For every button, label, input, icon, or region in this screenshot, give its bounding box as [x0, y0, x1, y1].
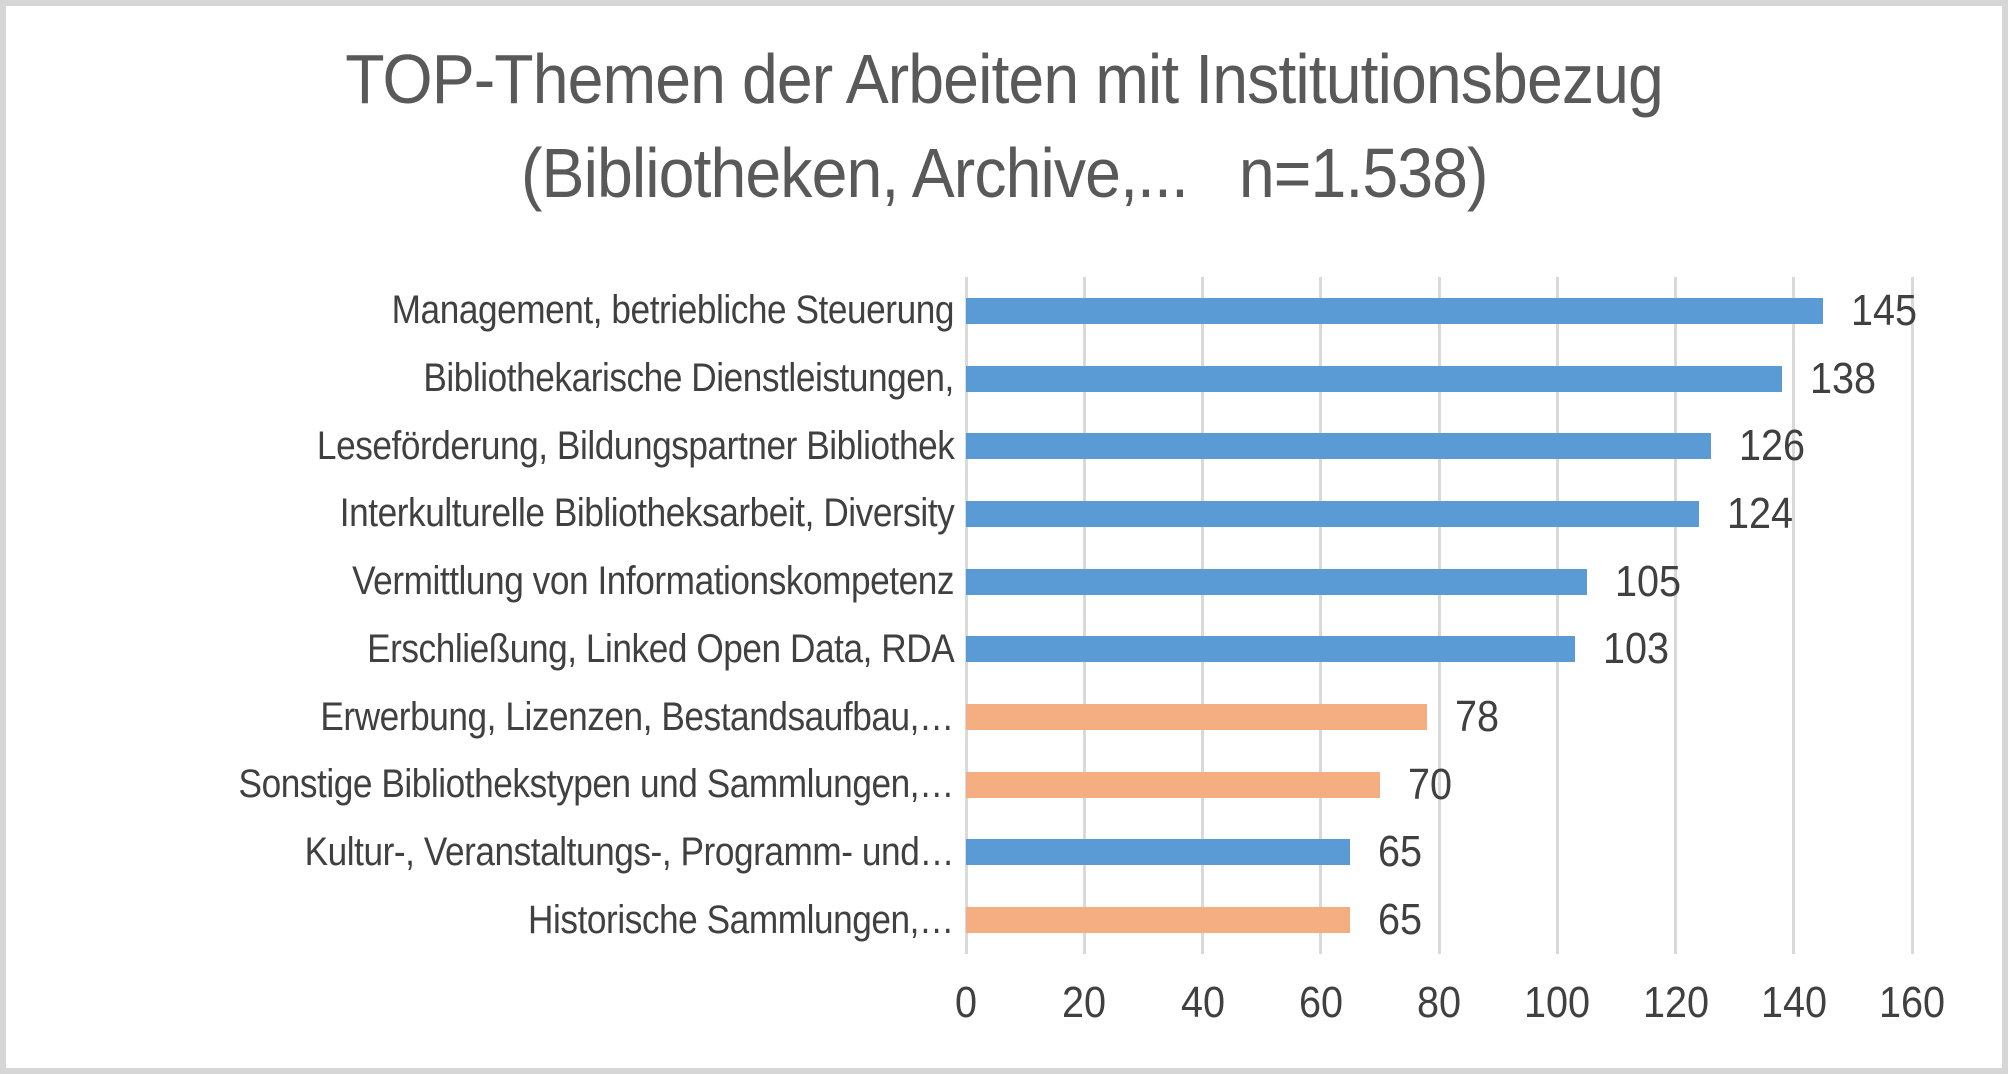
category-label: Erschließung, Linked Open Data, RDA — [6, 627, 966, 672]
category-label: Sonstige Bibliothekstypen und Sammlungen… — [6, 762, 966, 807]
data-bar — [966, 365, 1782, 392]
value-label-text: 65 — [1378, 827, 1423, 877]
x-tick-label: 160 — [1878, 978, 1946, 1027]
bar-row: Interkulturelle Bibliotheksarbeit, Diver… — [6, 480, 2002, 548]
chart-title-line2-text: (Bibliotheken, Archive,... n=1.538) — [520, 134, 1488, 212]
x-tick-label: 140 — [1760, 978, 1827, 1027]
bar-row: Management, betriebliche Steuerung 145 — [6, 277, 2002, 345]
value-label: 103 — [1603, 624, 1676, 674]
x-tick-label: 60 — [1298, 978, 1343, 1027]
bar-row: Erwerbung, Lizenzen, Bestandsaufbau,… 78 — [6, 683, 2002, 751]
value-label-text: 65 — [1378, 895, 1423, 945]
x-tick-label: 80 — [1416, 978, 1462, 1027]
gridline-x100 — [1555, 277, 1559, 954]
value-label-text: 103 — [1602, 624, 1670, 674]
value-label: 78 — [1455, 692, 1504, 742]
data-bar — [966, 568, 1587, 595]
value-label-text: 138 — [1809, 353, 1877, 403]
gridline-x20 — [1082, 277, 1086, 954]
x-tick-label: 20 — [1062, 978, 1107, 1027]
plot-area-gridlines — [964, 277, 1914, 954]
value-label: 65 — [1378, 827, 1427, 877]
bar-row: Leseförderung, Bildungspartner Bibliothe… — [6, 412, 2002, 480]
category-label-text: Management, betriebliche Steuerung — [391, 288, 955, 333]
data-bar — [966, 907, 1351, 934]
data-bar — [966, 704, 1428, 731]
value-label-text: 145 — [1851, 285, 1918, 335]
value-label-text: 126 — [1738, 421, 1806, 471]
gridline-x80 — [1437, 277, 1441, 954]
value-label: 138 — [1810, 354, 1883, 404]
gridline-x120 — [1674, 277, 1677, 954]
x-tick-label: 100 — [1524, 978, 1591, 1027]
bar-row: Historische Sammlungen,… 65 — [6, 886, 2002, 954]
category-label-text: Erwerbung, Lizenzen, Bestandsaufbau,… — [320, 694, 955, 739]
value-label: 126 — [1739, 421, 1812, 471]
chart-title-line1-text: TOP-Themen der Arbeiten mit Institutions… — [345, 40, 1664, 118]
value-label: 105 — [1615, 557, 1688, 607]
x-tick-label: 40 — [1180, 978, 1225, 1027]
bar-row: Bibliothekarische Dienstleistungen, 138 — [6, 345, 2002, 413]
value-label: 145 — [1851, 286, 1924, 336]
x-axis: 0 20 40 60 80 100 120 140 160 — [955, 978, 1945, 1042]
gridline-x40 — [1201, 277, 1204, 954]
data-bar — [966, 297, 1824, 324]
data-bar — [966, 771, 1380, 798]
gridline-x60 — [1319, 277, 1323, 954]
value-label-text: 105 — [1614, 556, 1681, 606]
data-bar — [966, 500, 1700, 527]
gridline-x0 — [964, 277, 968, 954]
data-bar — [966, 839, 1351, 866]
category-label: Vermittlung von Informationskompetenz — [6, 559, 966, 604]
category-label-text: Historische Sammlungen,… — [528, 897, 954, 942]
category-label-text: Interkulturelle Bibliotheksarbeit, Diver… — [339, 491, 954, 536]
category-label: Kultur-, Veranstaltungs-, Programm- und… — [6, 830, 966, 875]
gridline-x160 — [1910, 277, 1914, 954]
bar-row: Sonstige Bibliothekstypen und Sammlungen… — [6, 751, 2002, 819]
chart-title-line2: (Bibliotheken, Archive,... n=1.538) — [6, 126, 2002, 220]
data-bar — [966, 433, 1711, 460]
bar-row: Kultur-, Veranstaltungs-, Programm- und…… — [6, 819, 2002, 887]
value-label-text: 70 — [1407, 759, 1452, 809]
x-tick-label: 0 — [954, 978, 978, 1027]
category-label-text: Leseförderung, Bildungspartner Bibliothe… — [316, 423, 955, 468]
category-label: Management, betriebliche Steuerung — [6, 288, 966, 333]
data-bar — [966, 636, 1575, 663]
category-label: Leseförderung, Bildungspartner Bibliothe… — [6, 424, 966, 469]
category-label-text: Bibliothekarische Dienstleistungen, — [423, 356, 954, 401]
value-label: 70 — [1408, 760, 1457, 810]
value-label-text: 78 — [1455, 692, 1500, 742]
category-label: Interkulturelle Bibliotheksarbeit, Diver… — [6, 491, 966, 536]
value-label: 124 — [1727, 489, 1800, 539]
category-label: Historische Sammlungen,… — [6, 898, 966, 943]
category-label-text: Sonstige Bibliothekstypen und Sammlungen… — [238, 762, 955, 807]
category-label-text: Vermittlung von Informationskompetenz — [352, 559, 954, 604]
x-tick-label: 120 — [1642, 978, 1709, 1027]
category-label: Bibliothekarische Dienstleistungen, — [6, 356, 966, 401]
chart-title-line1: TOP-Themen der Arbeiten mit Institutions… — [6, 32, 2002, 126]
value-label: 65 — [1378, 895, 1427, 945]
category-label-text: Erschließung, Linked Open Data, RDA — [366, 626, 955, 671]
category-label-text: Kultur-, Veranstaltungs-, Programm- und… — [304, 829, 954, 874]
category-label: Erwerbung, Lizenzen, Bestandsaufbau,… — [6, 695, 966, 740]
bar-row: Erschließung, Linked Open Data, RDA 103 — [6, 616, 2002, 684]
chart-title: TOP-Themen der Arbeiten mit Institutions… — [6, 32, 2002, 220]
bar-rows: Management, betriebliche Steuerung 145 Bib… — [6, 277, 2002, 954]
value-label-text: 124 — [1727, 488, 1794, 538]
bar-row: Vermittlung von Informationskompetenz 105 — [6, 548, 2002, 616]
gridline-x140 — [1792, 277, 1796, 954]
